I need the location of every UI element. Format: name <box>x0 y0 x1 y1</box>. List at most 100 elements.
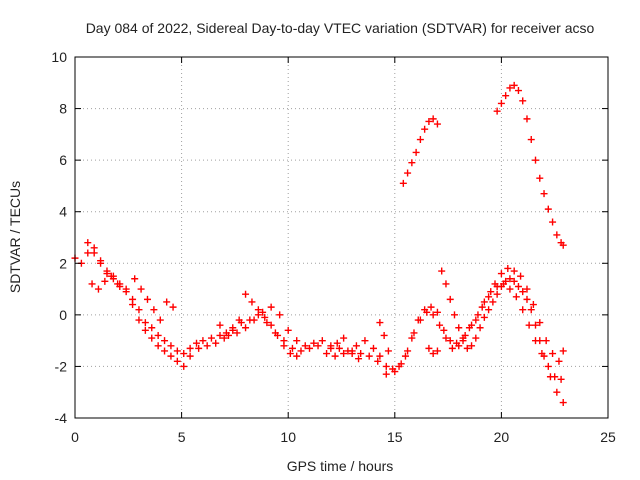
data-point <box>163 298 171 306</box>
data-point <box>288 344 296 352</box>
data-point <box>532 321 540 329</box>
data-point <box>536 174 544 182</box>
data-point <box>173 357 181 365</box>
data-point <box>502 277 510 285</box>
data-point <box>94 285 102 293</box>
data-points <box>71 81 567 407</box>
data-point <box>318 337 326 345</box>
data-point <box>529 301 537 309</box>
data-point <box>365 352 373 360</box>
x-tick-label: 20 <box>494 429 510 445</box>
y-tick-label: 0 <box>59 307 67 323</box>
data-point <box>497 270 505 278</box>
data-point <box>421 125 429 133</box>
data-point <box>297 347 305 355</box>
data-point <box>557 375 565 383</box>
data-point <box>284 326 292 334</box>
data-point <box>506 84 514 92</box>
data-point <box>340 350 348 358</box>
data-point <box>263 319 271 327</box>
data-point <box>404 347 412 355</box>
axis-ticks: 0 5 10 15 20 25 -4 -2 0 2 4 6 8 10 <box>51 49 616 445</box>
data-point <box>476 324 484 332</box>
data-point <box>161 337 169 345</box>
data-point <box>306 344 314 352</box>
data-point <box>497 282 505 290</box>
data-point <box>442 334 450 342</box>
data-point <box>135 316 143 324</box>
y-tick-label: -4 <box>55 410 68 426</box>
data-point <box>510 81 518 89</box>
data-point <box>293 337 301 345</box>
data-point <box>553 231 561 239</box>
data-point <box>229 324 237 332</box>
data-point <box>84 249 92 257</box>
data-point <box>480 313 488 321</box>
data-point <box>148 334 156 342</box>
data-point <box>442 280 450 288</box>
data-point <box>333 339 341 347</box>
data-point <box>131 275 139 283</box>
x-tick-label: 25 <box>600 429 616 445</box>
data-point <box>376 319 384 327</box>
data-point <box>235 316 243 324</box>
data-point <box>559 241 567 249</box>
data-point <box>401 352 409 360</box>
data-point <box>487 288 495 296</box>
data-point <box>352 342 360 350</box>
data-point <box>542 337 550 345</box>
data-point <box>148 324 156 332</box>
data-point <box>540 190 548 198</box>
data-point <box>512 293 520 301</box>
data-point <box>167 342 175 350</box>
series-lower-track-c <box>88 267 567 407</box>
data-point <box>485 306 493 314</box>
data-point <box>355 355 363 363</box>
x-axis-label: GPS time / hours <box>287 458 394 474</box>
data-point <box>446 337 454 345</box>
data-point <box>448 344 456 352</box>
data-point <box>203 342 211 350</box>
data-point <box>107 272 115 280</box>
data-point <box>438 267 446 275</box>
y-tick-label: 8 <box>59 101 67 117</box>
x-tick-label: 5 <box>178 429 186 445</box>
data-point <box>436 321 444 329</box>
data-point <box>559 399 567 407</box>
data-point <box>523 115 531 123</box>
data-point <box>546 373 554 381</box>
data-point <box>433 347 441 355</box>
data-point <box>532 156 540 164</box>
data-point <box>195 344 203 352</box>
data-point <box>293 352 301 360</box>
data-point <box>186 352 194 360</box>
data-point <box>222 329 230 337</box>
data-point <box>429 350 437 358</box>
data-point <box>199 337 207 345</box>
data-point <box>141 326 149 334</box>
data-point <box>186 344 194 352</box>
data-point <box>416 316 424 324</box>
data-point <box>536 319 544 327</box>
y-tick-label: 6 <box>59 152 67 168</box>
data-point <box>357 350 365 358</box>
data-point <box>216 331 224 339</box>
data-point <box>261 313 269 321</box>
data-point <box>327 344 335 352</box>
data-point <box>180 362 188 370</box>
data-point <box>242 290 250 298</box>
data-point <box>246 316 254 324</box>
data-point <box>408 334 416 342</box>
y-tick-label: 4 <box>59 204 67 220</box>
data-point <box>553 388 561 396</box>
data-point <box>519 306 527 314</box>
data-point <box>397 360 405 368</box>
data-point <box>369 344 377 352</box>
plot-frame <box>74 56 609 419</box>
chart-title: Day 084 of 2022, Sidereal Day-to-day VTE… <box>86 20 595 36</box>
data-point <box>429 311 437 319</box>
data-point <box>423 308 431 316</box>
data-point <box>340 334 348 342</box>
data-point <box>391 368 399 376</box>
data-point <box>220 334 228 342</box>
